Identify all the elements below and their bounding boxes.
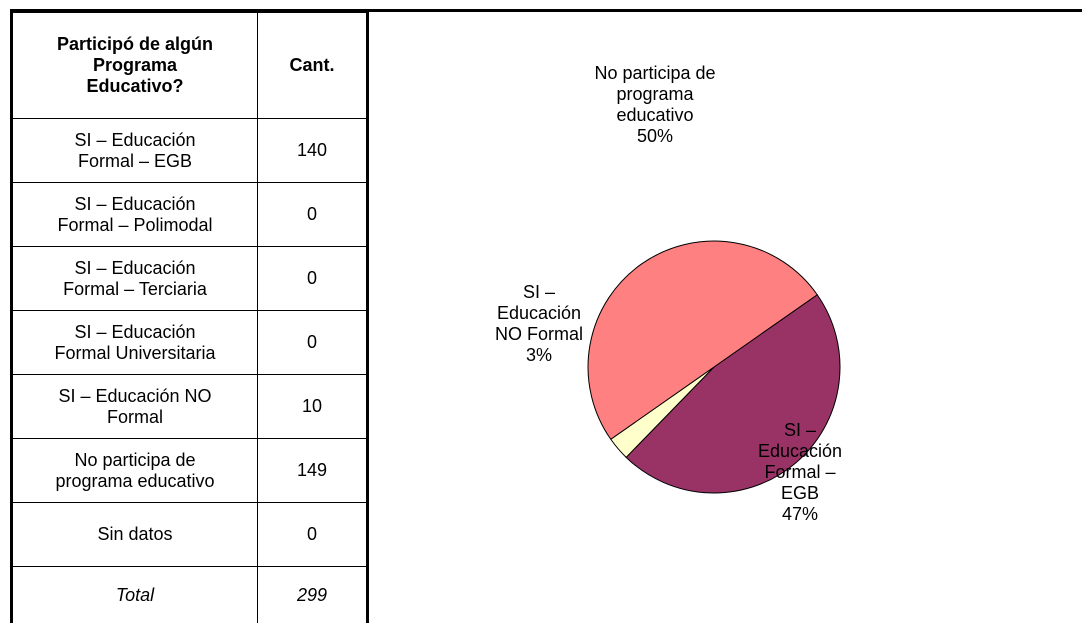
slice-label: SI – Educación Formal – EGB 47%: [752, 420, 848, 525]
slice-value: 47%: [752, 504, 848, 525]
slice-value: 50%: [585, 126, 725, 147]
slice-label: No participa de programa educativo 50%: [585, 63, 725, 147]
slice-value: 3%: [493, 345, 585, 366]
slice-name: No participa de programa educativo: [585, 63, 725, 126]
slice-name: SI – Educación NO Formal: [493, 282, 585, 345]
slice-name: SI – Educación Formal – EGB: [752, 420, 848, 504]
slice-label: SI – Educación NO Formal 3%: [493, 282, 585, 366]
